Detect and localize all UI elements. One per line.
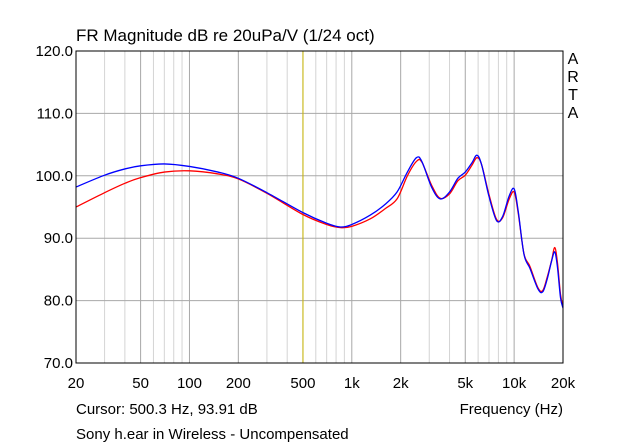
x-axis-label: Frequency (Hz) (460, 401, 563, 418)
y-tick-label-100: 100.0 (35, 168, 73, 185)
y-tick-label-80: 80.0 (44, 293, 73, 310)
y-tick-label-110: 110.0 (37, 105, 73, 122)
x-tick-label-500: 500 (290, 375, 315, 392)
cursor-readout: Cursor: 500.3 Hz, 93.91 dB (76, 401, 258, 418)
grid-minor-lines (104, 51, 508, 363)
caption: Sony h.ear in Wireless - Uncompensated (76, 426, 349, 443)
series-line-blue (75, 154, 564, 309)
x-tick-label-2k: 2k (393, 375, 409, 392)
x-tick-label-50: 50 (132, 375, 149, 392)
brand-letter-r: R (567, 69, 579, 86)
x-tick-labels: 20 50 100 200 500 1k 2k 5k 10k 20k (68, 375, 576, 392)
brand-letter-a1: A (568, 51, 579, 68)
series-line-red (75, 157, 564, 307)
plot-frame (75, 50, 564, 364)
brand-letter-t: T (568, 87, 578, 104)
x-tick-label-20k: 20k (551, 375, 576, 392)
y-tick-label-70: 70.0 (44, 355, 73, 372)
x-tick-label-20: 20 (68, 375, 85, 392)
x-tick-label-1k: 1k (344, 375, 360, 392)
x-tick-label-100: 100 (177, 375, 202, 392)
y-tick-labels: 70.0 80.0 90.0 100.0 110.0 120.0 (35, 43, 73, 372)
chart-title: FR Magnitude dB re 20uPa/V (1/24 oct) (76, 26, 375, 45)
y-tick-label-90: 90.0 (44, 230, 73, 247)
y-tick-label-120: 120.0 (35, 43, 73, 60)
x-tick-label-200: 200 (226, 375, 251, 392)
series-group (75, 154, 564, 309)
brand-letter-a2: A (568, 105, 579, 122)
x-tick-label-5k: 5k (457, 375, 473, 392)
x-tick-label-10k: 10k (502, 375, 527, 392)
grid-major-lines (76, 51, 563, 363)
